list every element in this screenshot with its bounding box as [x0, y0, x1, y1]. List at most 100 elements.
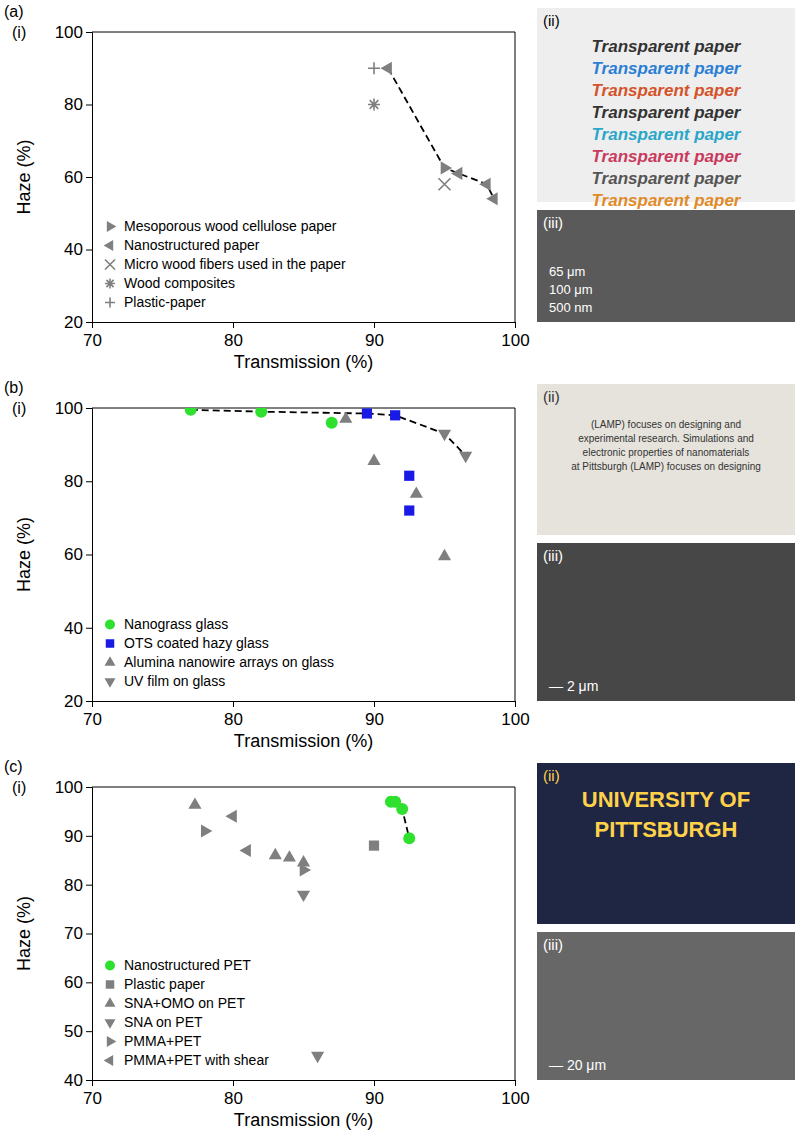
photo-text: at Pittsburgh (LAMP) focuses on designin… [571, 461, 761, 472]
photo: (iii)— 20 μm [537, 932, 795, 1080]
tick-label: 100 [501, 1089, 529, 1108]
photo: (ii)Transparent paperTransparent paperTr… [537, 8, 795, 210]
point [297, 891, 310, 902]
legend-entry: Alumina nanowire arrays on glass [105, 654, 335, 670]
legend: Nanostructured PETPlastic paperSNA+OMO o… [104, 957, 270, 1068]
photo: (iii)— 2 μm [537, 543, 795, 701]
frame [92, 408, 515, 409]
tick-label: 60 [64, 545, 83, 564]
tick-label: 90 [365, 1089, 384, 1108]
tick: 60 [64, 545, 92, 564]
point [438, 430, 451, 441]
tick-mark [86, 1080, 92, 1081]
legend-marker [106, 980, 115, 989]
photo-area [537, 543, 795, 701]
axis-line [93, 323, 516, 329]
legend-label: Nanostructured PET [124, 957, 251, 973]
tick-label: 80 [224, 1089, 243, 1108]
panel-label: (a) [4, 3, 24, 20]
legend-marker [106, 639, 115, 648]
legend-entry: PMMA+PET with shear [104, 1052, 270, 1068]
tick-label: 80 [64, 472, 83, 491]
tick-label: 80 [224, 710, 243, 729]
tick-mark [374, 322, 375, 328]
tick-mark [86, 1031, 92, 1032]
point [269, 848, 282, 859]
legend-entry: Mesoporous wood cellulose paper [107, 218, 337, 234]
legend-entry: Nanograss glass [105, 616, 228, 632]
point [368, 62, 380, 74]
tick-mark [86, 885, 92, 886]
subpanel-label: (i) [12, 400, 26, 417]
legend-label: PMMA+PET [124, 1033, 202, 1049]
point [403, 832, 415, 844]
legend-entry: Plastic-paper [105, 294, 206, 310]
point [188, 797, 201, 808]
point [225, 810, 236, 823]
photo-text: Transparent paper [592, 125, 742, 144]
y-axis: 20 40 60 80 100 [55, 399, 93, 711]
point [451, 167, 462, 180]
point [410, 486, 423, 497]
photo-text: Transparent paper [592, 81, 742, 100]
legend-label: PMMA+PET with shear [124, 1052, 269, 1068]
tick-mark [86, 555, 92, 556]
tick-label: 40 [64, 619, 83, 638]
frame [92, 32, 515, 33]
tick-mark [86, 177, 92, 178]
point [185, 408, 197, 416]
legend-marker [107, 1036, 116, 1047]
tick-mark [86, 408, 92, 409]
tick-label: 90 [365, 331, 384, 350]
frame [92, 787, 515, 788]
tick-mark [86, 105, 92, 106]
tick: 20 [64, 692, 92, 711]
tick-mark [515, 701, 516, 707]
tick: 20 [64, 313, 92, 332]
y-axis: 20406080100 [55, 23, 93, 332]
tick-label: 80 [224, 331, 243, 350]
axis-title: Transmission (%) [234, 731, 373, 751]
axis-title: Haze (%) [14, 517, 34, 592]
tick-mark [86, 836, 92, 837]
photo-text: PITTSBURGH [595, 817, 738, 842]
point [486, 192, 497, 205]
legend-marker [105, 961, 115, 971]
point [404, 505, 414, 515]
legend-label: Mesoporous wood cellulose paper [124, 218, 337, 234]
point [396, 803, 408, 815]
legend-label: SNA on PET [124, 1014, 203, 1030]
x-axis: 70 80 90 100 [83, 322, 530, 350]
tick: 80 [224, 322, 243, 350]
photo-text: electronic properties of nanomaterials [583, 447, 750, 458]
tick-label: 70 [83, 1089, 102, 1108]
tick: 100 [501, 322, 529, 350]
tick-label: 50 [64, 1022, 83, 1041]
tick-label: 40 [64, 1071, 83, 1090]
tick-mark [233, 701, 234, 707]
photo-text: UNIVERSITY OF [582, 787, 750, 812]
photo-text: experimental research. Simulations and [578, 433, 754, 444]
photo-area [537, 8, 795, 202]
tick: 80 [64, 876, 92, 895]
panel-label: (b) [4, 379, 24, 396]
tick-mark [374, 1080, 375, 1086]
photo-label: (ii) [543, 767, 560, 784]
photo-area [537, 210, 795, 322]
tick: 90 [365, 701, 384, 729]
legend: Mesoporous wood cellulose paperNanostruc… [104, 218, 346, 310]
tick-label: 70 [83, 331, 102, 350]
legend-entry: OTS coated hazy glass [106, 635, 269, 651]
legend-label: UV film on glass [124, 673, 225, 689]
legend-entry: Nanostructured PET [105, 957, 251, 973]
photo: (ii)(LAMP) focuses on designing andexper… [537, 384, 795, 535]
tick: 80 [224, 701, 243, 729]
tick-mark [86, 481, 92, 482]
point [368, 99, 380, 111]
point [362, 408, 372, 418]
legend-entry: Plastic paper [106, 976, 206, 992]
photo-text: Transparent paper [592, 59, 742, 78]
tick-label: 100 [55, 399, 83, 418]
point [479, 178, 490, 191]
tick: 70 [83, 701, 102, 729]
